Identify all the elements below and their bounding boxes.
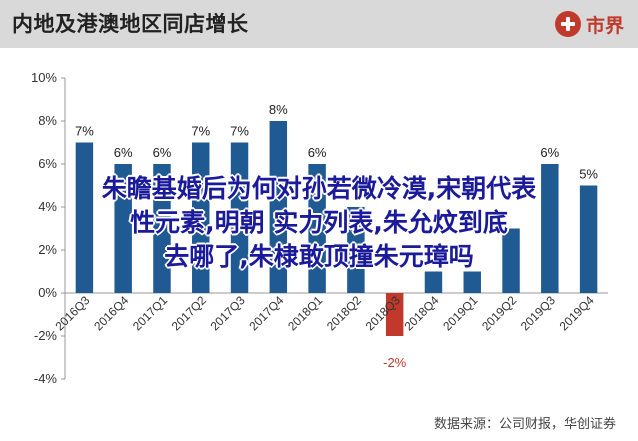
- data-label: -2%: [383, 355, 407, 370]
- data-label: 6%: [308, 145, 327, 160]
- logo-text: 市界: [585, 14, 624, 37]
- bar: [114, 164, 132, 293]
- bar: [308, 164, 326, 293]
- x-tick-label: 2018Q4: [401, 293, 441, 333]
- data-label: 6%: [540, 145, 559, 160]
- y-tick-label: 2%: [38, 242, 57, 257]
- overlay-line: 性元素,明朝 实力列表,朱允炆到底: [130, 208, 508, 237]
- x-tick-label: 2017Q2: [169, 293, 209, 333]
- x-tick-label: 2019Q4: [557, 293, 597, 333]
- y-tick-label: 0%: [38, 285, 57, 300]
- overlay-line: 朱瞻基婚后为何对孙若微冷漠,宋朝代表: [101, 174, 537, 203]
- bar: [502, 228, 520, 293]
- x-tick-label: 2017Q1: [130, 293, 170, 333]
- data-label: 7%: [230, 124, 249, 139]
- data-label: 8%: [269, 102, 288, 117]
- x-tick-label: 2017Q3: [208, 293, 248, 333]
- overlay-line: 去哪了,朱棣敢顶撞朱元璋吗: [164, 242, 474, 271]
- bar: [75, 142, 94, 293]
- bar: [424, 271, 443, 293]
- bar: [269, 121, 288, 293]
- x-tick-label: 2016Q4: [91, 293, 131, 333]
- logo-icon: [554, 11, 581, 37]
- chart-title: 内地及港澳地区同店增长: [12, 12, 249, 36]
- overlay-caption: 朱瞻基婚后为何对孙若微冷漠,宋朝代表 性元素,明朝 实力列表,朱允炆到底 去哪了…: [0, 172, 638, 274]
- x-tick-label: 2018Q1: [285, 293, 325, 333]
- y-tick-label: 6%: [38, 156, 57, 171]
- header-bar: 内地及港澳地区同店增长 市界: [0, 0, 638, 48]
- bar: [153, 164, 171, 293]
- y-tick-label: -4%: [34, 371, 58, 386]
- bar: [230, 142, 249, 293]
- y-tick-label: 10%: [31, 70, 57, 85]
- data-label: 6%: [153, 145, 172, 160]
- chart-area: -4% -2% 0% 2% 4% 6% 8% 10% 7% 2016Q3 6% 2016Q4 6% 201…: [0, 48, 638, 437]
- data-label: 5%: [579, 167, 598, 182]
- data-label: 7%: [75, 124, 94, 139]
- x-tick-label: 2019Q1: [440, 293, 480, 333]
- bar: [385, 293, 404, 336]
- bar-chart: -4% -2% 0% 2% 4% 6% 8% 10% 7% 2016Q3 6% 2016Q4 6% 201…: [31, 70, 608, 386]
- bar: [347, 207, 365, 293]
- x-tick-label: 2017Q4: [246, 293, 286, 333]
- y-tick-label: 8%: [38, 113, 57, 128]
- x-tick-label: 2016Q3: [52, 293, 92, 333]
- data-label: 6%: [114, 145, 133, 160]
- y-tick-label: -2%: [34, 328, 58, 343]
- source-note: 数据来源：公司财报，华创证券: [433, 417, 616, 432]
- bar: [192, 142, 210, 293]
- bar: [579, 185, 598, 293]
- bar: [463, 271, 481, 293]
- x-tick-label: 2019Q2: [479, 293, 519, 333]
- y-tick-label: 4%: [38, 199, 57, 214]
- x-tick-label: 2019Q3: [518, 293, 558, 333]
- x-tick-label: 2018Q2: [324, 293, 364, 333]
- brand-logo: 市界: [554, 10, 624, 38]
- bar: [541, 164, 559, 293]
- data-label: 7%: [191, 124, 210, 139]
